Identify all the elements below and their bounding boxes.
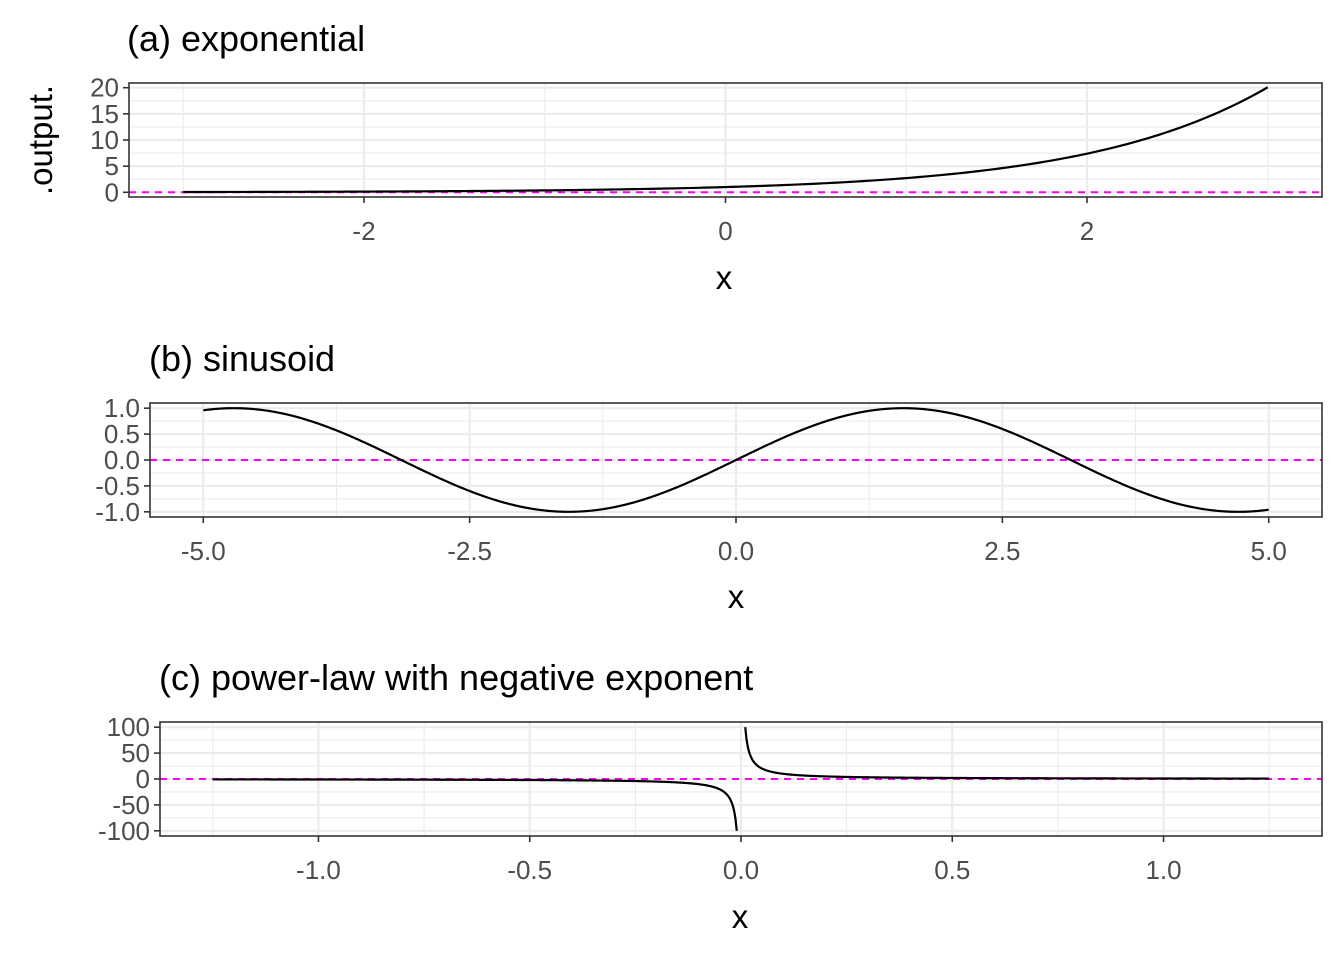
panel-b-curve <box>203 407 1269 513</box>
panel-a-ylabel: .output. <box>22 85 59 195</box>
panel-a-grid <box>129 83 1322 197</box>
x-tick-label: 1.0 <box>1145 855 1181 885</box>
x-tick-label: -5.0 <box>181 536 226 566</box>
y-tick-label: 0.5 <box>104 419 140 449</box>
panel-c-title: (c) power-law with negative exponent <box>159 657 753 698</box>
y-tick-label: 10 <box>90 125 119 155</box>
panel-b: (b) sinusoid -5.0 -2.5 0.0 2.5 5.0-1.0-0.50.… <box>95 338 1323 615</box>
panel-b-axes: -5.0 -2.5 0.0 2.5 5.0-1.0-0.50.00.51.0 <box>95 393 1287 566</box>
y-tick-label: 1.0 <box>104 393 140 423</box>
x-tick-label: 0 <box>718 216 732 246</box>
y-tick-label: 0 <box>105 177 119 207</box>
panel-c: (c) power-law with negative exponent -1.… <box>98 657 1323 935</box>
panel-b-xlabel: x <box>728 578 745 615</box>
panel-a-title: (a) exponential <box>127 18 365 59</box>
y-tick-label: 0 <box>136 764 150 794</box>
x-tick-label: 5.0 <box>1251 536 1287 566</box>
y-tick-label: 15 <box>90 99 119 129</box>
x-tick-label: -0.5 <box>507 855 552 885</box>
panel-c-curve-positive <box>744 727 1270 780</box>
x-tick-label: -2 <box>352 216 375 246</box>
x-tick-label: 2 <box>1080 216 1094 246</box>
x-tick-label: -2.5 <box>447 536 492 566</box>
y-tick-label: 5 <box>105 151 119 181</box>
panel-a-curve <box>183 86 1269 194</box>
x-tick-label: -1.0 <box>296 855 341 885</box>
x-tick-label: 0.0 <box>723 855 759 885</box>
x-tick-label: 0.0 <box>718 536 754 566</box>
y-tick-label: 50 <box>121 738 150 768</box>
y-tick-label: -1.0 <box>95 497 140 527</box>
panel-a-xlabel: x <box>716 259 733 296</box>
y-tick-label: -0.5 <box>95 471 140 501</box>
y-tick-label: 0.0 <box>104 445 140 475</box>
y-tick-label: 20 <box>90 73 119 103</box>
panel-b-title: (b) sinusoid <box>149 338 335 379</box>
y-tick-label: -100 <box>98 816 150 846</box>
y-tick-label: -50 <box>112 790 150 820</box>
panel-c-curve-negative <box>212 778 738 831</box>
x-tick-label: 0.5 <box>934 855 970 885</box>
x-tick-label: 2.5 <box>984 536 1020 566</box>
panel-c-xlabel: x <box>732 898 749 935</box>
y-tick-label: 100 <box>107 712 150 742</box>
